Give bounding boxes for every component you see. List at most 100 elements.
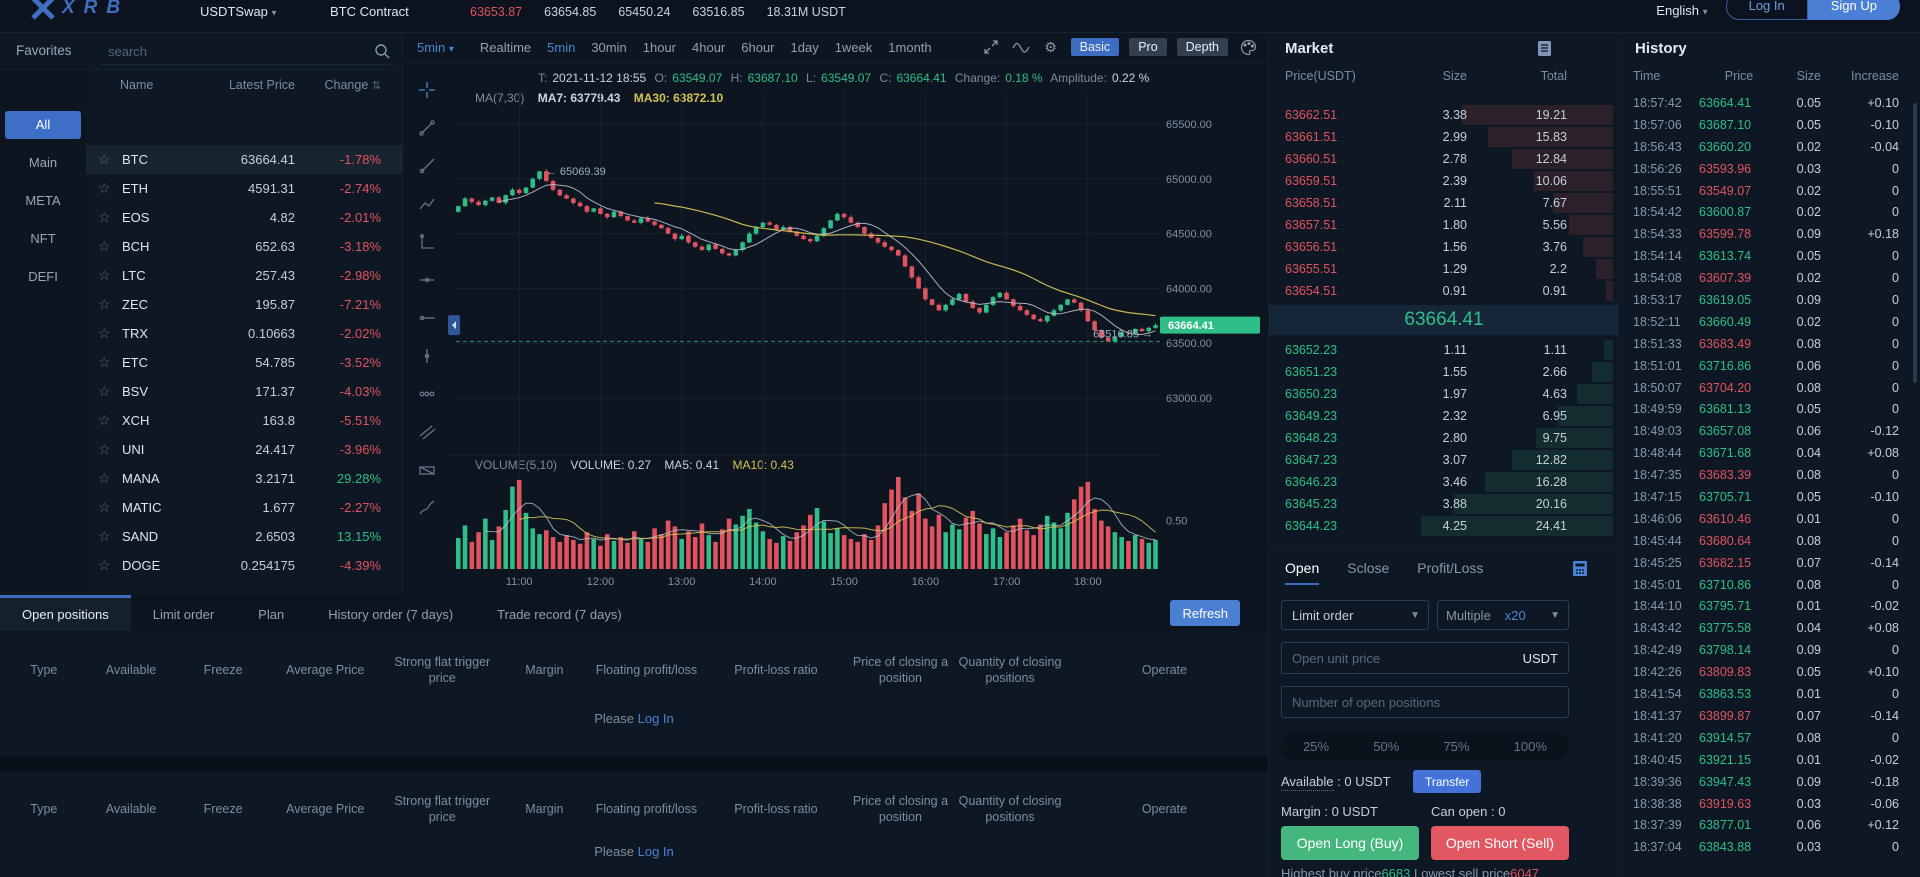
coin-row-matic[interactable]: ☆ MATIC 1.677 -2.27% [86,493,403,522]
sidebar-category-main[interactable]: Main [28,155,58,170]
coin-row-xch[interactable]: ☆ XCH 163.8 -5.51% [86,406,403,435]
interval-dropdown[interactable]: 5min ▾ [417,40,454,55]
open-price-input[interactable] [1282,650,1523,666]
calculator-icon[interactable] [1572,560,1588,582]
coin-row-bsv[interactable]: ☆ BSV 171.37 -4.03% [86,377,403,406]
bid-row[interactable]: 63648.23 2.80 9.75 [1269,427,1619,449]
star-icon[interactable]: ☆ [98,470,111,486]
sidebar-category-defi[interactable]: DEFI [28,269,58,284]
coin-row-doge[interactable]: ☆ DOGE 0.254175 -4.39% [86,551,403,580]
interval-tab-1month[interactable]: 1month [888,40,932,55]
signup-button[interactable]: Sign Up [1807,0,1900,20]
bid-row[interactable]: 63650.23 1.97 4.63 [1269,383,1619,405]
polyline-icon[interactable] [418,195,438,215]
positions-tab-trade-record-7-days-[interactable]: Trade record (7 days) [497,607,622,622]
star-icon[interactable]: ☆ [98,383,111,399]
interval-tab-4hour[interactable]: 4hour [692,40,726,55]
bid-row[interactable]: 63649.23 2.32 6.95 [1269,405,1619,427]
interval-tab-1hour[interactable]: 1hour [642,40,676,55]
percent-100[interactable]: 100% [1513,738,1547,754]
mode-pro[interactable]: Pro [1129,38,1167,56]
positions-tab-plan[interactable]: Plan [258,607,285,622]
brand-logo[interactable]: XRB [30,0,129,20]
brush-icon[interactable] [418,499,438,519]
login-button[interactable]: Log In [1725,0,1808,20]
bid-row[interactable]: 63651.23 1.55 2.66 [1269,361,1619,383]
positions-tab-limit-order[interactable]: Limit order [152,607,215,622]
nav-btc-contract[interactable]: BTC Contract [330,4,409,19]
star-icon[interactable]: ☆ [98,180,111,196]
star-icon[interactable]: ☆ [98,499,111,515]
star-icon[interactable]: ☆ [98,557,111,573]
star-icon[interactable]: ☆ [98,151,111,167]
bid-row[interactable]: 63646.23 3.46 16.28 [1269,471,1619,493]
percent-75[interactable]: 75% [1443,738,1470,754]
crosshair-icon[interactable] [418,81,438,101]
ask-row[interactable]: 63660.51 2.78 12.84 [1269,148,1619,170]
coin-row-etc[interactable]: ☆ ETC 54.785 -3.52% [86,348,403,377]
coin-row-bch[interactable]: ☆ BCH 652.63 -3.18% [86,232,403,261]
coin-row-mana[interactable]: ☆ MANA 3.2171 29.28% [86,464,403,493]
quantity-input[interactable] [1282,694,1568,710]
order-type-select[interactable]: Limit order ▼ [1281,600,1429,630]
open-long-button[interactable]: Open Long (Buy) [1281,826,1419,860]
sidebar-category-nft[interactable]: NFT [30,231,56,246]
three-circles-icon[interactable] [418,385,438,405]
bid-row[interactable]: 63652.23 1.11 1.11 [1269,339,1619,361]
vertical-line-icon[interactable] [418,347,438,367]
col-change-sortable[interactable]: Change ⇅ [324,78,382,92]
coin-row-btc[interactable]: ☆ BTC 63664.41 -1.78% [86,145,403,174]
ask-row[interactable]: 63657.51 1.80 5.56 [1269,214,1619,236]
positions-tab-open-positions[interactable]: Open positions [0,595,131,631]
ask-row[interactable]: 63662.51 3.38 19.21 [1269,104,1619,126]
indicator-gear-icon[interactable]: ⚙ [1044,38,1057,55]
star-icon[interactable]: ☆ [98,296,111,312]
fullscreen-icon[interactable] [981,37,1001,57]
ask-row[interactable]: 63661.51 2.99 15.83 [1269,126,1619,148]
star-icon[interactable]: ☆ [98,267,111,283]
interval-tab-1day[interactable]: 1day [790,40,819,55]
mode-basic[interactable]: Basic [1070,38,1120,56]
scrollbar[interactable] [1913,103,1917,383]
mode-depth[interactable]: Depth [1176,38,1228,56]
theme-palette-icon[interactable] [1238,37,1258,57]
star-icon[interactable]: ☆ [98,441,111,457]
parallel-channel-icon[interactable] [418,423,438,443]
positions-tab-history-order-7-days-[interactable]: History order (7 days) [328,607,454,622]
bid-row[interactable]: 63644.23 4.25 24.41 [1269,515,1619,537]
star-icon[interactable]: ☆ [98,325,111,341]
search-input[interactable] [100,43,374,59]
nav-usdtswap[interactable]: USDTSwap ▾ [200,4,277,19]
star-icon[interactable]: ☆ [98,238,111,254]
interval-tab-5min[interactable]: 5min [547,40,576,55]
candlestick-chart[interactable]: 65500.00 65000.00 64500.00 64000.00 63500.00… [448,61,1268,595]
ask-row[interactable]: 63656.51 1.56 3.76 [1269,236,1619,258]
sidebar-category-meta[interactable]: META [25,193,61,208]
percent-25[interactable]: 25% [1303,738,1330,754]
coin-row-trx[interactable]: ☆ TRX 0.10663 -2.02% [86,319,403,348]
trend-line-icon[interactable] [418,119,438,139]
order-form-tab-profit-loss[interactable]: Profit/Loss [1417,560,1484,576]
interval-tab-6hour[interactable]: 6hour [741,40,775,55]
leverage-select[interactable]: Multiple x20 ▼ [1437,600,1569,630]
bid-row[interactable]: 63647.23 3.07 12.82 [1269,449,1619,471]
interval-tab-1week[interactable]: 1week [834,40,873,55]
coin-row-zec[interactable]: ☆ ZEC 195.87 -7.21% [86,290,403,319]
ray-line-icon[interactable] [418,157,438,177]
login-link[interactable]: Log In [637,711,674,726]
line-chart-icon[interactable] [1011,37,1031,57]
star-icon[interactable]: ☆ [98,354,111,370]
ask-row[interactable]: 63659.51 2.39 10.06 [1269,170,1619,192]
star-icon[interactable]: ☆ [98,412,111,428]
coin-row-eos[interactable]: ☆ EOS 4.82 -2.01% [86,203,403,232]
measure-icon[interactable] [418,461,438,481]
star-icon[interactable]: ☆ [98,209,111,225]
ask-row[interactable]: 63654.51 0.91 0.91 [1269,280,1619,302]
order-form-tab-open[interactable]: Open [1285,560,1320,585]
coin-row-ltc[interactable]: ☆ LTC 257.43 -2.98% [86,261,403,290]
bid-row[interactable]: 63645.23 3.88 20.16 [1269,493,1619,515]
ask-row[interactable]: 63658.51 2.11 7.67 [1269,192,1619,214]
interval-tab-30min[interactable]: 30min [591,40,627,55]
horizontal-ray-icon[interactable] [418,309,438,329]
angle-line-icon[interactable] [418,233,438,253]
